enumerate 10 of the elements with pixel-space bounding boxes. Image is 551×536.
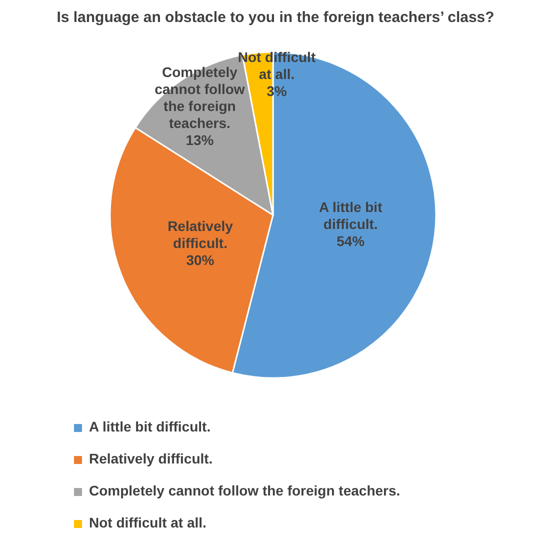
- slice-label: A little bit difficult.: [318, 198, 383, 232]
- chart-title: Is language an obstacle to you in the foreign teachers’ class?: [56, 9, 494, 26]
- legend-label: Not difficult at all.: [89, 514, 206, 531]
- legend-label: Relatively difficult.: [89, 450, 213, 467]
- legend-label: Completely cannot follow the foreign teachers.: [89, 482, 400, 499]
- data-label: 13%: [186, 132, 214, 148]
- data-label: 30%: [186, 252, 215, 268]
- slice-label: Relatively difficult.: [168, 218, 234, 251]
- data-label: 54%: [336, 232, 366, 249]
- legend-label: A little bit difficult.: [89, 418, 211, 435]
